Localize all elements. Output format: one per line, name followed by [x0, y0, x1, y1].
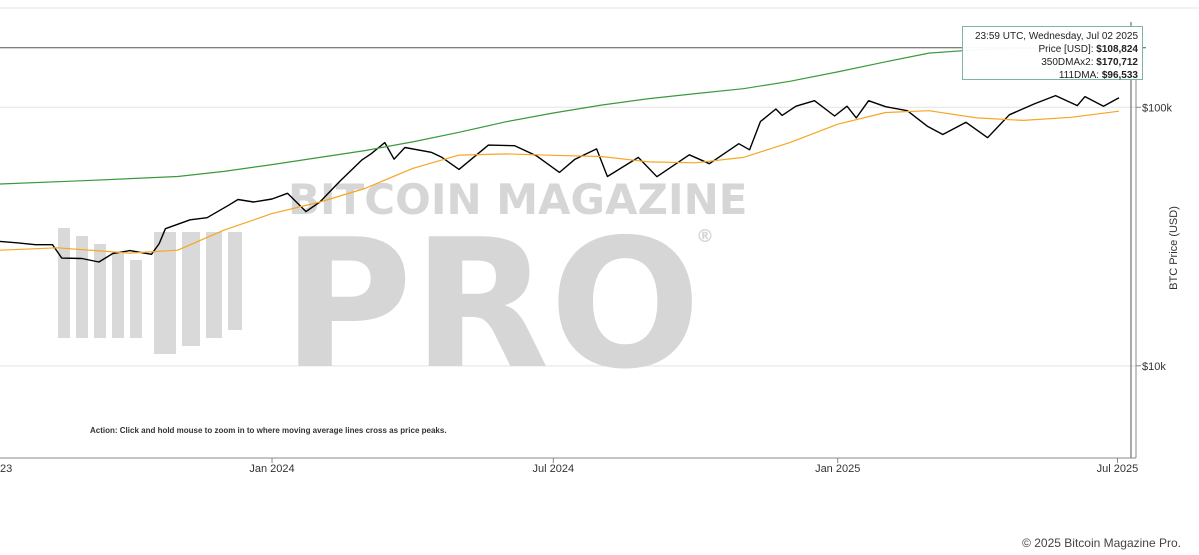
series-line-2[interactable] [0, 110, 1120, 254]
x-tick-label: Jul 2025 [1097, 463, 1139, 475]
y-tick-label: $10k [1142, 361, 1166, 373]
x-tick-label: Jan 2025 [815, 463, 860, 475]
watermark: BITCOIN MAGAZINE PRO ® [58, 175, 747, 408]
series-layer [0, 46, 1120, 263]
watermark-line2: PRO [282, 201, 701, 408]
tooltip-timestamp: 23:59 UTC, Wednesday, Jul 02 2025 [974, 31, 1138, 42]
x-tick-label: Jul 2024 [533, 463, 575, 475]
watermark-line1: BITCOIN MAGAZINE [288, 175, 747, 224]
tooltip-111dma-value: $96,533 [1101, 70, 1138, 81]
tooltip-price-label: Price [USD]: [1038, 44, 1094, 55]
tooltip-350dma-value: $170,712 [1096, 57, 1138, 68]
series-line-0[interactable] [0, 94, 1120, 263]
watermark-logo-bars [58, 228, 242, 354]
y-tick-label: $100k [1142, 102, 1172, 114]
tooltip-price-row: Price [USD]: $108,824 [967, 43, 1138, 56]
copyright: © 2025 Bitcoin Magazine Pro. [1022, 536, 1181, 550]
action-note: Action: Click and hold mouse to zoom in … [90, 426, 447, 435]
tooltip-350dma-row: 350DMAx2: $170,712 [967, 56, 1138, 69]
grid [0, 47, 1146, 367]
y-axis-title: BTC Price (USD) [1168, 206, 1180, 290]
x-tick-label: 23 [0, 463, 12, 475]
y-axis: $10k $100k [1136, 102, 1172, 373]
tooltip-111dma-label: 111DMA: [1058, 70, 1100, 81]
tooltip-price-value: $108,824 [1096, 44, 1138, 55]
watermark-registered: ® [696, 226, 714, 247]
tooltip-350dma-label: 350DMAx2: [1041, 57, 1094, 68]
tooltip-111dma-row: 111DMA: $96,533 [967, 69, 1138, 82]
tooltip: 23:59 UTC, Wednesday, Jul 02 2025 Price … [962, 26, 1143, 82]
x-axis: 23 Jan 2024 Jul 2024 Jan 2025 Jul 2025 [0, 458, 1138, 475]
series-line-1[interactable] [0, 46, 1120, 185]
x-tick-label: Jan 2024 [249, 463, 294, 475]
